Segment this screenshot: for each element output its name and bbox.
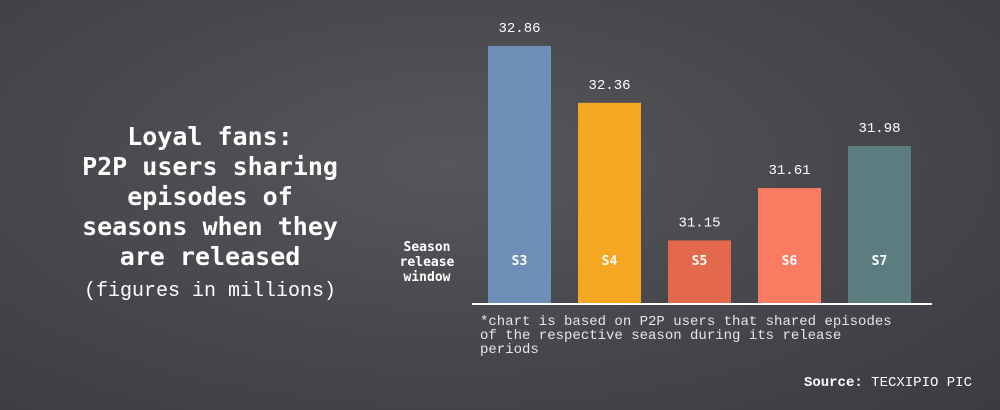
footnote-line-1: *chart is based on P2P users that shared… — [480, 314, 892, 330]
source-label: Source: — [803, 375, 863, 391]
chart-footnote: *chart is based on P2P users that shared… — [480, 315, 950, 357]
value-label-s3: 32.86 — [498, 21, 540, 37]
source-credit: Source: TECXIPIO PIC — [804, 375, 972, 391]
title-line-1: Loyal fans: — [127, 122, 293, 151]
value-label-s7: 31.98 — [858, 121, 900, 137]
title-line-5: are released — [119, 242, 301, 271]
bar-s4 — [578, 102, 641, 303]
category-label-s6: S6 — [782, 254, 798, 269]
category-label-s4: S4 — [602, 254, 618, 269]
value-label-s4: 32.36 — [588, 78, 630, 94]
chart-title: Loyal fans: P2P users sharing episodes o… — [20, 122, 400, 303]
value-label-s6: 31.61 — [768, 163, 810, 179]
title-line-3: episodes of — [127, 182, 293, 211]
category-label-s5: S5 — [692, 254, 708, 269]
footnote-line-3: periods — [480, 342, 539, 358]
bar-s5 — [668, 240, 731, 303]
bar-s3 — [488, 45, 551, 304]
source-value: TECXIPIO PIC — [871, 375, 972, 391]
bar-s7 — [848, 146, 911, 303]
value-label-s5: 31.15 — [678, 215, 720, 231]
title-line-4: seasons when they — [82, 212, 338, 241]
category-label-s3: S3 — [512, 254, 528, 269]
x-axis-label-line-2: release — [399, 255, 455, 270]
title-line-2: P2P users sharing — [82, 152, 338, 181]
bar-s6 — [758, 188, 821, 303]
footnote-line-2: of the respective season during its rele… — [480, 328, 842, 344]
x-axis-label-line-3: window — [403, 270, 451, 285]
x-axis-label-line-1: Season — [403, 240, 451, 255]
category-label-s7: S7 — [872, 254, 888, 269]
x-axis-label: Season release window — [385, 240, 469, 285]
chart-subtitle: (figures in millions) — [83, 280, 337, 303]
